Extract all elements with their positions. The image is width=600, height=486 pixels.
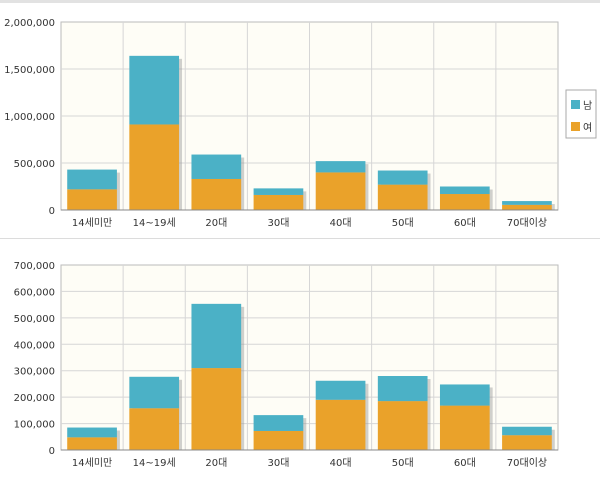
x-tick-label: 14~19세 [133, 457, 176, 469]
legend-box [565, 89, 597, 139]
y-tick-label: 1,000,000 [4, 112, 55, 123]
x-tick-label: 60대 [454, 217, 476, 229]
y-tick-label: 300,000 [14, 367, 55, 378]
bar-male-segment [377, 170, 428, 185]
x-tick-label: 20대 [205, 457, 227, 469]
bar-male-segment [502, 426, 552, 436]
y-tick-label: 0 [49, 446, 55, 457]
x-tick-label: 30대 [267, 457, 289, 469]
bar-female-segment [253, 430, 304, 450]
y-tick-label: 500,000 [14, 159, 55, 170]
bar-female-segment [191, 368, 242, 450]
y-tick-label: 500,000 [14, 314, 55, 325]
bar-male-segment [67, 427, 117, 438]
bar-female-segment [129, 124, 180, 210]
y-tick-label: 2,000,000 [4, 18, 55, 29]
legend-label: 남 [583, 100, 592, 112]
bar-female-segment [377, 401, 428, 450]
bar-male-segment [191, 154, 242, 179]
x-tick-label: 14세미만 [72, 217, 112, 229]
x-tick-label: 70대이상 [507, 457, 547, 469]
x-tick-label: 40대 [330, 217, 352, 229]
y-tick-label: 1,500,000 [4, 65, 55, 76]
top-border [0, 0, 600, 3]
bar-female-segment [502, 204, 552, 210]
top-stacked-bar-chart: 0 500,000 1,000,000 1,500,000 2,000,000 14세미만… [4, 18, 597, 229]
bar-male-segment [315, 161, 366, 173]
x-tick-label: 40대 [330, 457, 352, 469]
legend-label: 여 [583, 122, 592, 134]
bar-female-segment [315, 399, 366, 450]
x-tick-label: 30대 [267, 217, 289, 229]
bar-male-segment [377, 376, 428, 402]
bar-female-segment [253, 194, 304, 210]
x-tick-label: 60대 [454, 457, 476, 469]
y-tick-label: 400,000 [14, 340, 55, 351]
y-tick-label: 600,000 [14, 287, 55, 298]
bar-female-segment [67, 189, 117, 210]
y-tick-label: 200,000 [14, 393, 55, 404]
bar-female-segment [191, 178, 242, 210]
x-tick-label: 70대이상 [507, 217, 547, 229]
bar-female-segment [439, 194, 490, 210]
bar-female-segment [377, 184, 428, 210]
chart-divider [0, 238, 600, 239]
bar-female-segment [129, 408, 180, 450]
bar-male-segment [502, 201, 552, 205]
bar-male-segment [439, 384, 490, 406]
bar-male-segment [315, 380, 366, 400]
bar-male-segment [253, 188, 304, 195]
y-tick-label: 100,000 [14, 420, 55, 431]
bar-female-segment [439, 405, 490, 450]
x-tick-label: 50대 [392, 217, 414, 229]
bar-female-segment [315, 172, 366, 210]
bottom-stacked-bar-chart: 0 100,000 200,000 300,000 400,000 500,000 600,… [14, 261, 559, 469]
x-tick-label: 14세미만 [72, 457, 112, 469]
bar-male-segment [67, 169, 117, 190]
bar-male-segment [129, 55, 180, 125]
legend-swatch [571, 122, 580, 131]
y-tick-label: 0 [49, 206, 55, 217]
x-tick-label: 20대 [205, 217, 227, 229]
bar-male-segment [253, 415, 304, 431]
x-tick-label: 14~19세 [133, 217, 176, 229]
bar-male-segment [439, 186, 490, 195]
bar-female-segment [502, 435, 552, 450]
bar-male-segment [129, 376, 180, 409]
y-tick-label: 700,000 [14, 261, 55, 272]
x-tick-label: 50대 [392, 457, 414, 469]
legend-swatch [571, 100, 580, 109]
bar-male-segment [191, 303, 242, 369]
bar-female-segment [67, 437, 117, 450]
